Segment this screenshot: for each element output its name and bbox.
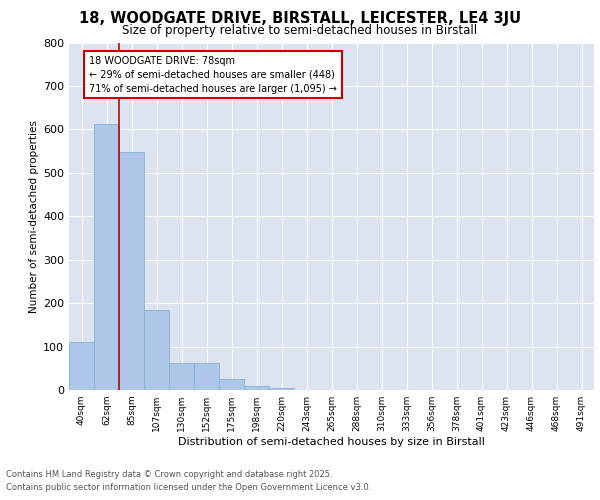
- Bar: [119, 152, 144, 390]
- Bar: [244, 386, 269, 390]
- Bar: [194, 363, 219, 390]
- Bar: [269, 388, 294, 390]
- X-axis label: Distribution of semi-detached houses by size in Birstall: Distribution of semi-detached houses by …: [178, 437, 485, 447]
- Text: Contains HM Land Registry data © Crown copyright and database right 2025.: Contains HM Land Registry data © Crown c…: [6, 470, 332, 479]
- Bar: [144, 310, 169, 390]
- Text: 18 WOODGATE DRIVE: 78sqm
← 29% of semi-detached houses are smaller (448)
71% of : 18 WOODGATE DRIVE: 78sqm ← 29% of semi-d…: [89, 56, 337, 94]
- Bar: [94, 124, 119, 390]
- Bar: [69, 342, 94, 390]
- Bar: [169, 363, 194, 390]
- Text: 18, WOODGATE DRIVE, BIRSTALL, LEICESTER, LE4 3JU: 18, WOODGATE DRIVE, BIRSTALL, LEICESTER,…: [79, 11, 521, 26]
- Text: Size of property relative to semi-detached houses in Birstall: Size of property relative to semi-detach…: [122, 24, 478, 37]
- Y-axis label: Number of semi-detached properties: Number of semi-detached properties: [29, 120, 39, 312]
- Text: Contains public sector information licensed under the Open Government Licence v3: Contains public sector information licen…: [6, 484, 371, 492]
- Bar: [219, 379, 244, 390]
